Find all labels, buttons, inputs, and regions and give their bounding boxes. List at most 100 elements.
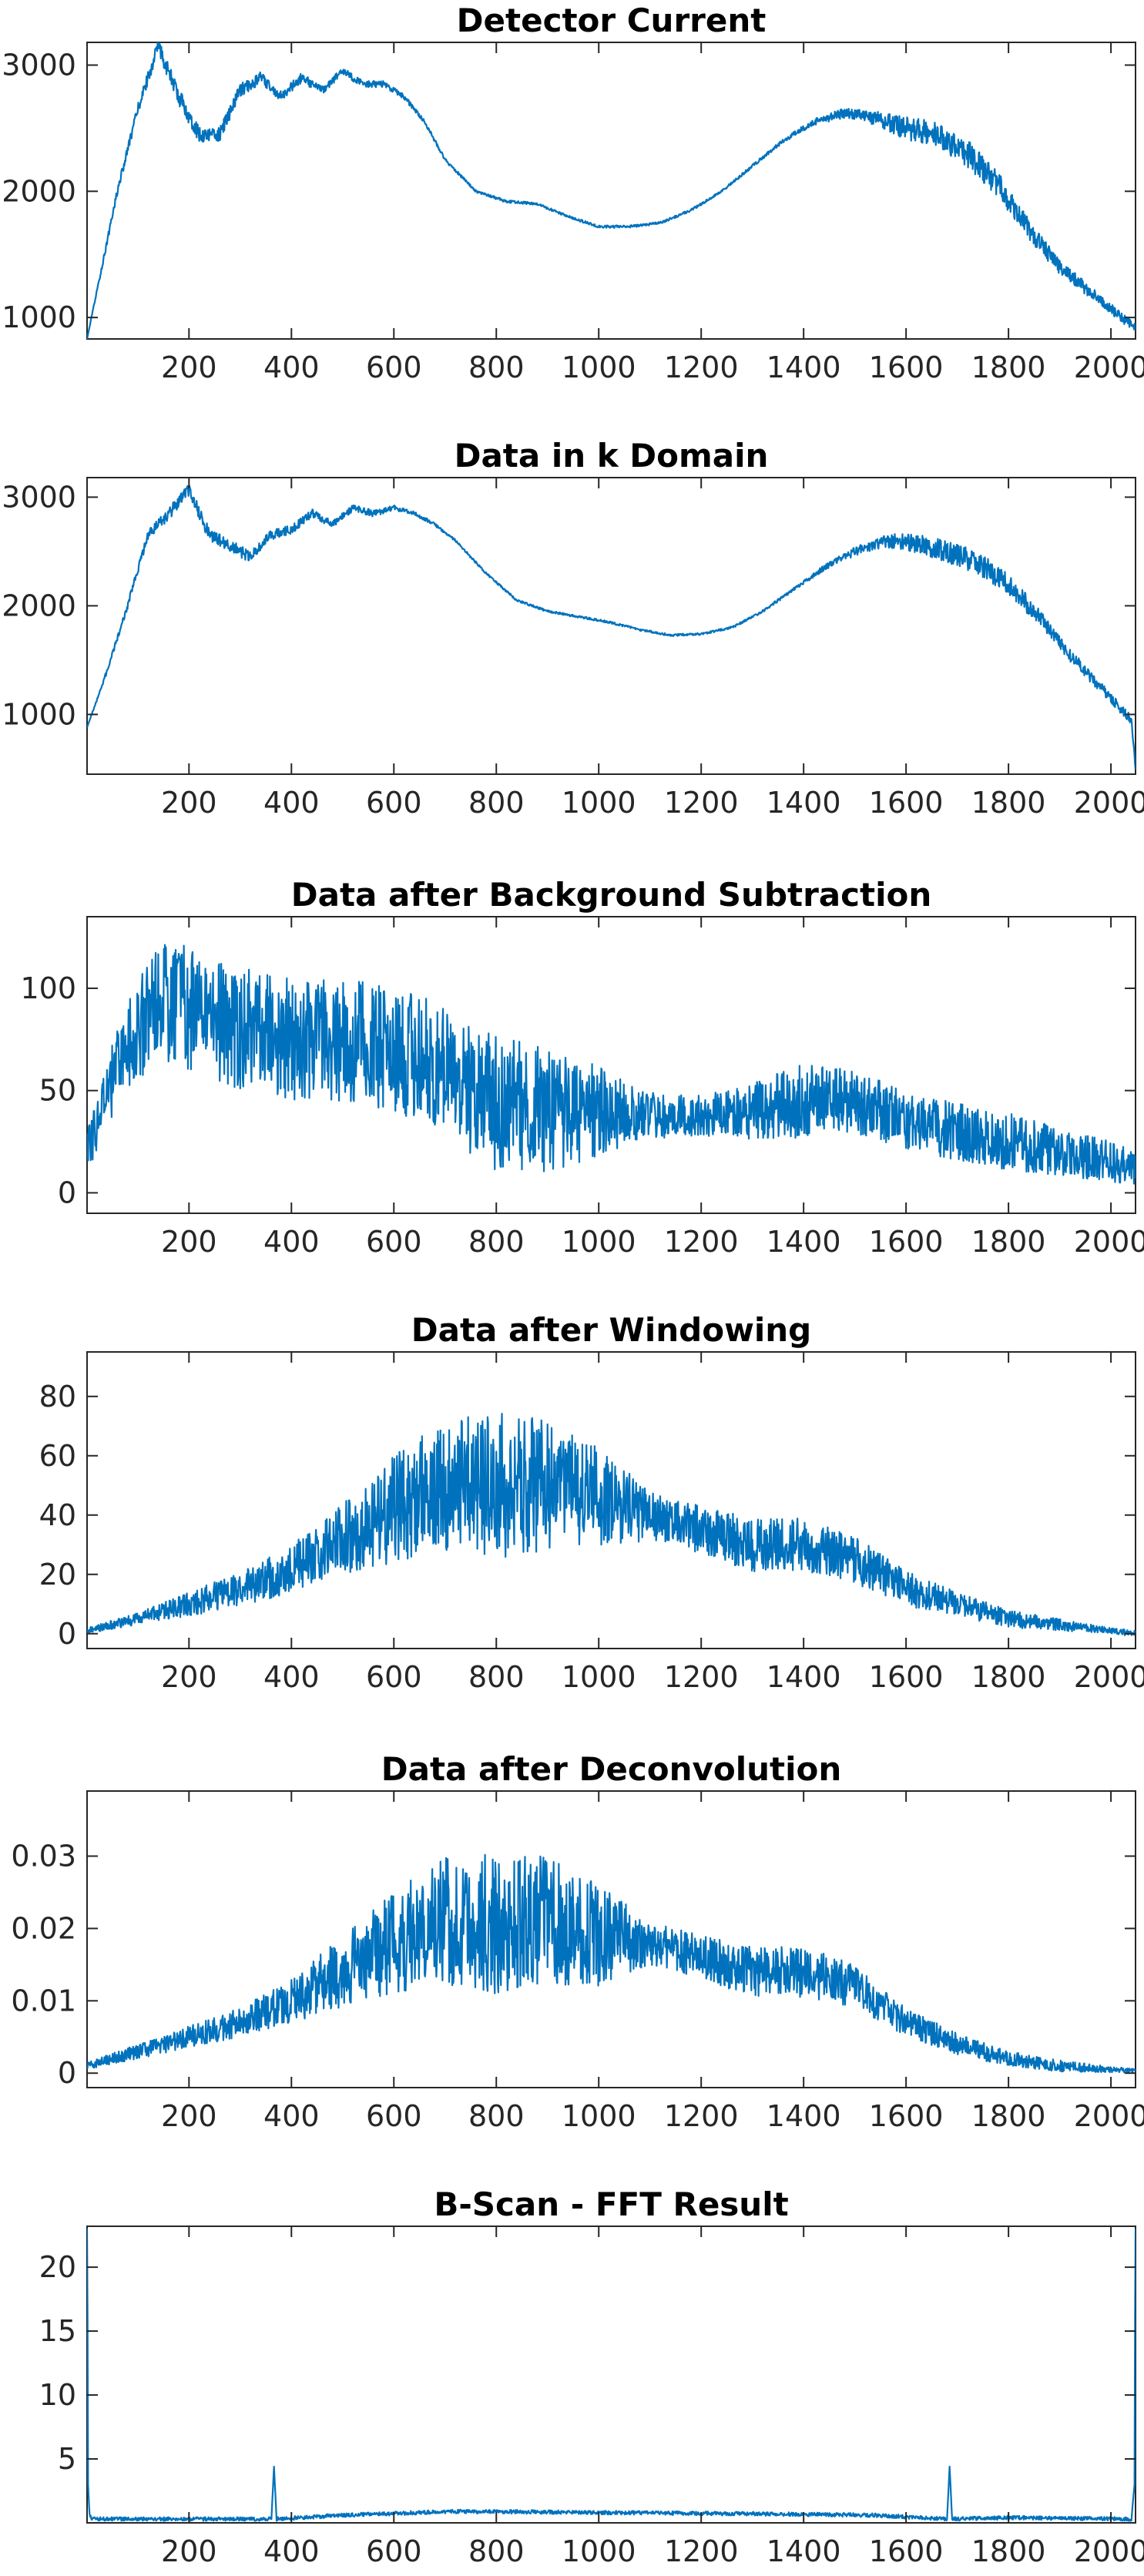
y-tick-label: 0.01 (11, 1984, 76, 2018)
x-tick-label: 1600 (869, 2534, 944, 2568)
x-tick-label: 600 (366, 351, 422, 384)
chart-panel-2: Data in k Domain 200 400 600 800 1000 1200 1400… (2, 437, 1144, 820)
x-tick-label: 1800 (971, 351, 1046, 384)
series-line (87, 1853, 1136, 2075)
x-tick-label: 2000 (1074, 1225, 1144, 1259)
x-tick-label: 200 (161, 351, 217, 384)
x-tick-label: 1800 (971, 1225, 1046, 1259)
y-tick-label: 40 (39, 1498, 76, 1532)
x-tick-label: 1200 (664, 351, 739, 384)
x-tick-label: 1600 (869, 351, 944, 384)
x-tick-label: 600 (366, 786, 422, 820)
x-tick-label: 2000 (1074, 786, 1144, 820)
series-line (87, 2229, 1136, 2522)
chart-panel-1: Detector Current 200 400 600 800 1000 1200 1400… (2, 2, 1144, 384)
x-tick-label: 200 (161, 1660, 217, 1694)
x-tick-label: 200 (161, 2534, 217, 2568)
chart-title: Data in k Domain (455, 437, 769, 475)
y-tick-label: 60 (39, 1439, 76, 1473)
y-tick-label: 2000 (2, 589, 76, 622)
y-tick-label: 100 (20, 971, 76, 1005)
y-tick-label: 5 (58, 2442, 76, 2476)
x-tick-label: 1400 (767, 2099, 841, 2133)
x-tick-label: 1200 (664, 2534, 739, 2568)
x-tick-label: 1400 (767, 786, 841, 820)
x-tick-label: 800 (468, 786, 525, 820)
x-tick-label: 1000 (562, 1660, 636, 1694)
chart-title: B-Scan - FFT Result (434, 2185, 788, 2223)
chart-title: Data after Windowing (411, 1311, 811, 1349)
y-tick-label: 0 (58, 2056, 76, 2090)
x-tick-label: 400 (263, 786, 320, 820)
y-tick-label: 15 (39, 2314, 76, 2348)
x-tick-label: 1200 (664, 2099, 739, 2133)
x-tick-label: 1000 (562, 1225, 636, 1259)
x-tick-label: 200 (161, 1225, 217, 1259)
x-tick-label: 1000 (562, 2099, 636, 2133)
y-tick-label: 3000 (2, 480, 76, 514)
axes-box (86, 42, 1136, 340)
x-tick-label: 200 (161, 786, 217, 820)
x-tick-label: 800 (468, 1660, 525, 1694)
y-tick-label: 3000 (2, 48, 76, 82)
x-tick-label: 800 (468, 1225, 525, 1259)
x-tick-label: 400 (263, 2534, 320, 2568)
x-tick-label: 1400 (767, 351, 841, 384)
x-tick-label: 1400 (767, 1660, 841, 1694)
chart-panel-6: B-Scan - FFT Result 200 400 600 800 1000 1200 1… (39, 2185, 1144, 2568)
axes-box (86, 477, 1136, 775)
x-tick-label: 200 (161, 2099, 217, 2133)
chart-title: Detector Current (457, 2, 767, 39)
x-tick-label: 1600 (869, 1660, 944, 1694)
series-line (87, 485, 1136, 770)
x-tick-label: 400 (263, 1660, 320, 1694)
y-tick-label: 50 (39, 1074, 76, 1108)
x-tick-label: 1000 (562, 351, 636, 384)
y-tick-label: 0 (58, 1617, 76, 1651)
series-line (87, 1413, 1136, 1636)
y-tick-label: 0 (58, 1176, 76, 1209)
series-line (87, 42, 1136, 339)
y-tick-label: 80 (39, 1380, 76, 1414)
x-tick-label: 1200 (664, 1225, 739, 1259)
x-tick-label: 600 (366, 1660, 422, 1694)
x-tick-label: 2000 (1074, 2099, 1144, 2133)
x-tick-label: 800 (468, 2534, 525, 2568)
x-tick-label: 2000 (1074, 2534, 1144, 2568)
x-tick-label: 800 (468, 2099, 525, 2133)
y-tick-label: 0.02 (11, 1911, 76, 1945)
chart-panel-3: Data after Background Subtraction 200 400 6… (20, 876, 1144, 1259)
x-tick-label: 600 (366, 2099, 422, 2133)
x-tick-label: 1800 (971, 2534, 1046, 2568)
x-tick-label: 400 (263, 2099, 320, 2133)
x-tick-label: 1400 (767, 2534, 841, 2568)
y-tick-label: 1000 (2, 697, 76, 731)
axes-box (86, 916, 1136, 1214)
y-tick-label: 1000 (2, 300, 76, 334)
x-tick-label: 1600 (869, 2099, 944, 2133)
x-tick-label: 1000 (562, 2534, 636, 2568)
chart-panel-5: Data after Deconvolution 200 400 600 800 1000… (11, 1750, 1144, 2133)
x-tick-label: 1600 (869, 786, 944, 820)
x-tick-label: 600 (366, 1225, 422, 1259)
x-tick-label: 1000 (562, 786, 636, 820)
x-tick-label: 1800 (971, 2099, 1046, 2133)
x-tick-label: 1800 (971, 786, 1046, 820)
x-tick-label: 400 (263, 351, 320, 384)
y-tick-label: 2000 (2, 174, 76, 208)
series-line (87, 944, 1136, 1185)
x-tick-label: 1400 (767, 1225, 841, 1259)
axes-box (86, 2225, 1136, 2524)
x-tick-label: 600 (366, 2534, 422, 2568)
x-tick-label: 800 (468, 351, 525, 384)
x-tick-label: 400 (263, 1225, 320, 1259)
chart-title: Data after Background Subtraction (291, 876, 932, 914)
y-tick-label: 20 (39, 1558, 76, 1592)
chart-title: Data after Deconvolution (381, 1750, 842, 1788)
x-tick-label: 2000 (1074, 1660, 1144, 1694)
y-tick-label: 20 (39, 2250, 76, 2284)
x-tick-label: 1200 (664, 1660, 739, 1694)
x-tick-label: 1600 (869, 1225, 944, 1259)
